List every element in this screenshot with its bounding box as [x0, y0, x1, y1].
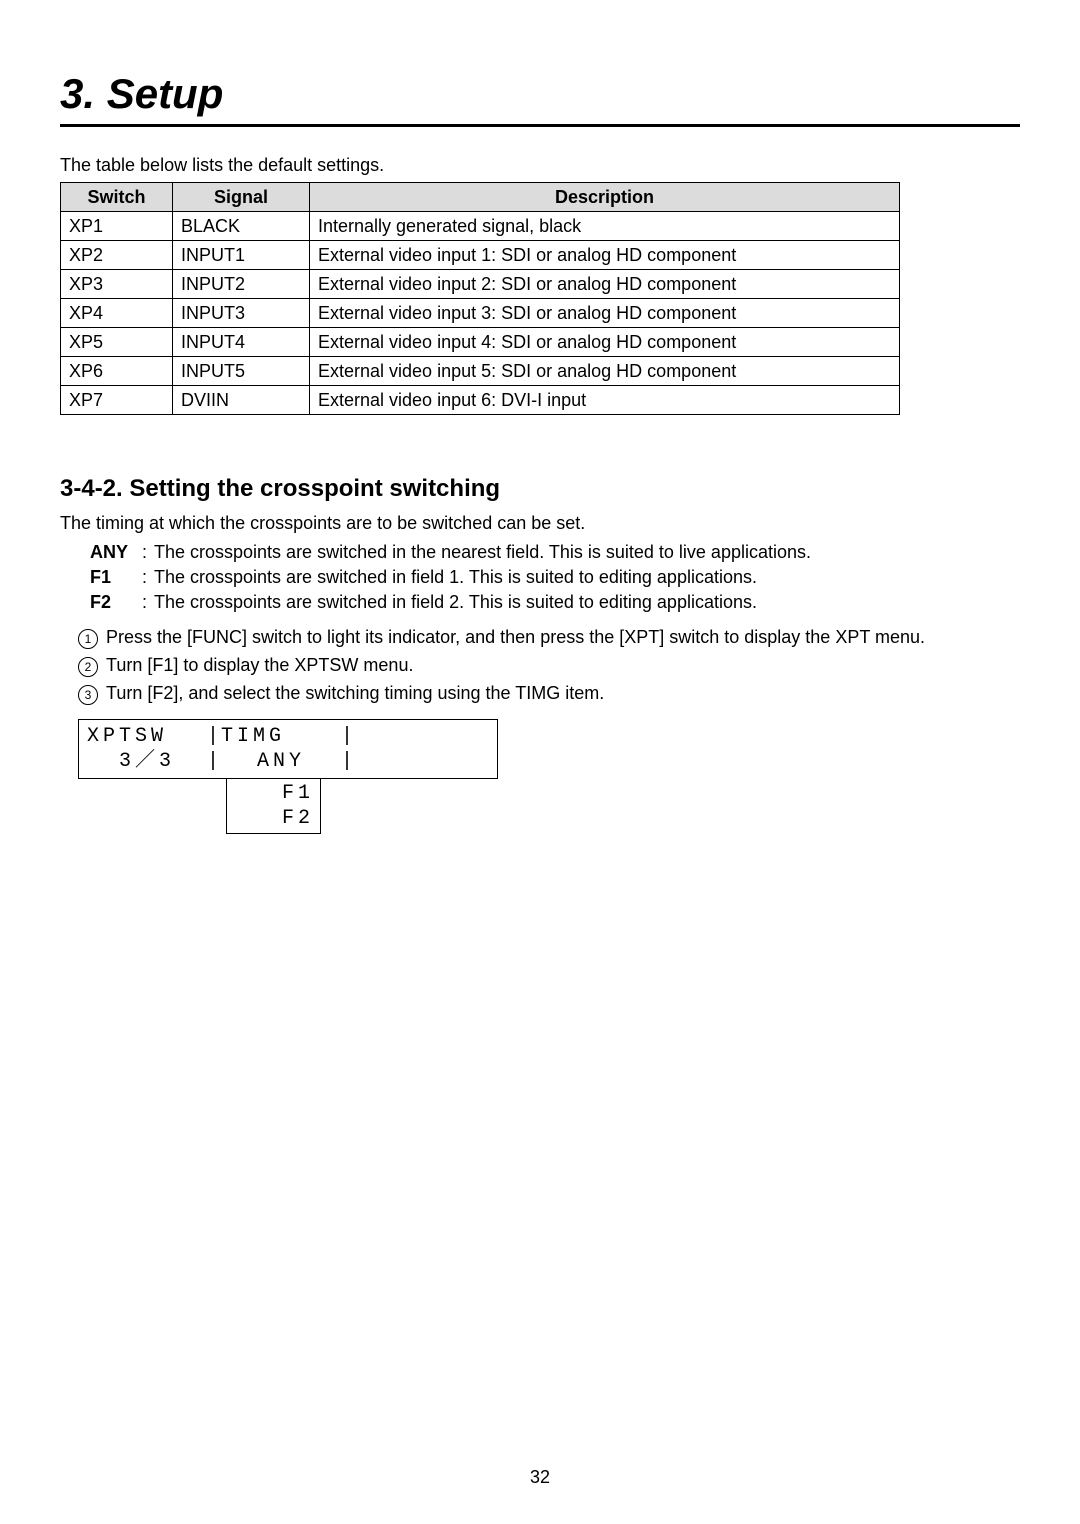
option-label: ANY	[90, 542, 142, 563]
cell-signal: INPUT5	[173, 357, 310, 386]
menu-separator: |	[207, 749, 221, 774]
cell-signal: INPUT3	[173, 299, 310, 328]
steps-list: 1 Press the [FUNC] switch to light its i…	[78, 627, 1020, 705]
menu-line1-right: TIMG	[221, 724, 341, 749]
step-number-icon: 3	[78, 685, 98, 705]
table-row: XP4 INPUT3 External video input 3: SDI o…	[61, 299, 900, 328]
table-row: XP5 INPUT4 External video input 4: SDI o…	[61, 328, 900, 357]
cell-switch: XP5	[61, 328, 173, 357]
option-row: F1 : The crosspoints are switched in fie…	[90, 567, 1020, 588]
menu-display: XPTSW | TIMG | 3／3 | ANY | F1 F2	[78, 719, 1020, 834]
menu-line2-left: 3／3	[87, 749, 207, 774]
step-text: Turn [F1] to display the XPTSW menu.	[106, 655, 413, 676]
menu-line1-left: XPTSW	[87, 724, 207, 749]
cell-description: External video input 4: SDI or analog HD…	[310, 328, 900, 357]
menu-separator: |	[341, 749, 355, 774]
cell-switch: XP4	[61, 299, 173, 328]
option-text: The crosspoints are switched in the near…	[154, 542, 811, 563]
cell-signal: BLACK	[173, 212, 310, 241]
menu-line2-right: ANY	[221, 749, 341, 774]
option-colon: :	[142, 542, 154, 563]
menu-separator: |	[341, 724, 355, 749]
option-colon: :	[142, 592, 154, 613]
chapter-title: 3. Setup	[60, 70, 1020, 118]
table-header-row: Switch Signal Description	[61, 183, 900, 212]
col-description: Description	[310, 183, 900, 212]
table-row: XP7 DVIIN External video input 6: DVI-I …	[61, 386, 900, 415]
option-text: The crosspoints are switched in field 2.…	[154, 592, 757, 613]
step-text: Press the [FUNC] switch to light its ind…	[106, 627, 925, 648]
section-heading: 3-4-2. Setting the crosspoint switching	[60, 475, 1020, 503]
cell-signal: INPUT4	[173, 328, 310, 357]
step-number-icon: 1	[78, 629, 98, 649]
option-row: F2 : The crosspoints are switched in fie…	[90, 592, 1020, 613]
menu-opt1: F1	[233, 781, 314, 806]
step-item: 2 Turn [F1] to display the XPTSW menu.	[78, 655, 1020, 677]
option-row: ANY : The crosspoints are switched in th…	[90, 542, 1020, 563]
option-colon: :	[142, 567, 154, 588]
table-row: XP3 INPUT2 External video input 2: SDI o…	[61, 270, 900, 299]
step-item: 1 Press the [FUNC] switch to light its i…	[78, 627, 1020, 649]
table-row: XP1 BLACK Internally generated signal, b…	[61, 212, 900, 241]
option-label: F1	[90, 567, 142, 588]
menu-option-box: F1 F2	[226, 778, 321, 834]
menu-opt2: F2	[233, 806, 314, 831]
cell-switch: XP3	[61, 270, 173, 299]
cell-signal: DVIIN	[173, 386, 310, 415]
options-list: ANY : The crosspoints are switched in th…	[90, 542, 1020, 613]
step-number-icon: 2	[78, 657, 98, 677]
defaults-table: Switch Signal Description XP1 BLACK Inte…	[60, 182, 900, 415]
cell-description: External video input 6: DVI-I input	[310, 386, 900, 415]
menu-box: XPTSW | TIMG | 3／3 | ANY |	[78, 719, 498, 779]
cell-description: External video input 3: SDI or analog HD…	[310, 299, 900, 328]
section-body: The timing at which the crosspoints are …	[60, 513, 1020, 534]
option-label: F2	[90, 592, 142, 613]
table-row: XP2 INPUT1 External video input 1: SDI o…	[61, 241, 900, 270]
cell-switch: XP1	[61, 212, 173, 241]
col-switch: Switch	[61, 183, 173, 212]
cell-signal: INPUT2	[173, 270, 310, 299]
menu-separator: |	[207, 724, 221, 749]
page: 3. Setup The table below lists the defau…	[0, 0, 1080, 1524]
cell-description: Internally generated signal, black	[310, 212, 900, 241]
table-row: XP6 INPUT5 External video input 5: SDI o…	[61, 357, 900, 386]
cell-switch: XP2	[61, 241, 173, 270]
cell-switch: XP6	[61, 357, 173, 386]
intro-text: The table below lists the default settin…	[60, 155, 1020, 176]
col-signal: Signal	[173, 183, 310, 212]
cell-switch: XP7	[61, 386, 173, 415]
step-text: Turn [F2], and select the switching timi…	[106, 683, 604, 704]
cell-description: External video input 5: SDI or analog HD…	[310, 357, 900, 386]
chapter-rule	[60, 124, 1020, 127]
cell-signal: INPUT1	[173, 241, 310, 270]
page-number: 32	[0, 1467, 1080, 1488]
step-item: 3 Turn [F2], and select the switching ti…	[78, 683, 1020, 705]
option-text: The crosspoints are switched in field 1.…	[154, 567, 757, 588]
cell-description: External video input 1: SDI or analog HD…	[310, 241, 900, 270]
cell-description: External video input 2: SDI or analog HD…	[310, 270, 900, 299]
